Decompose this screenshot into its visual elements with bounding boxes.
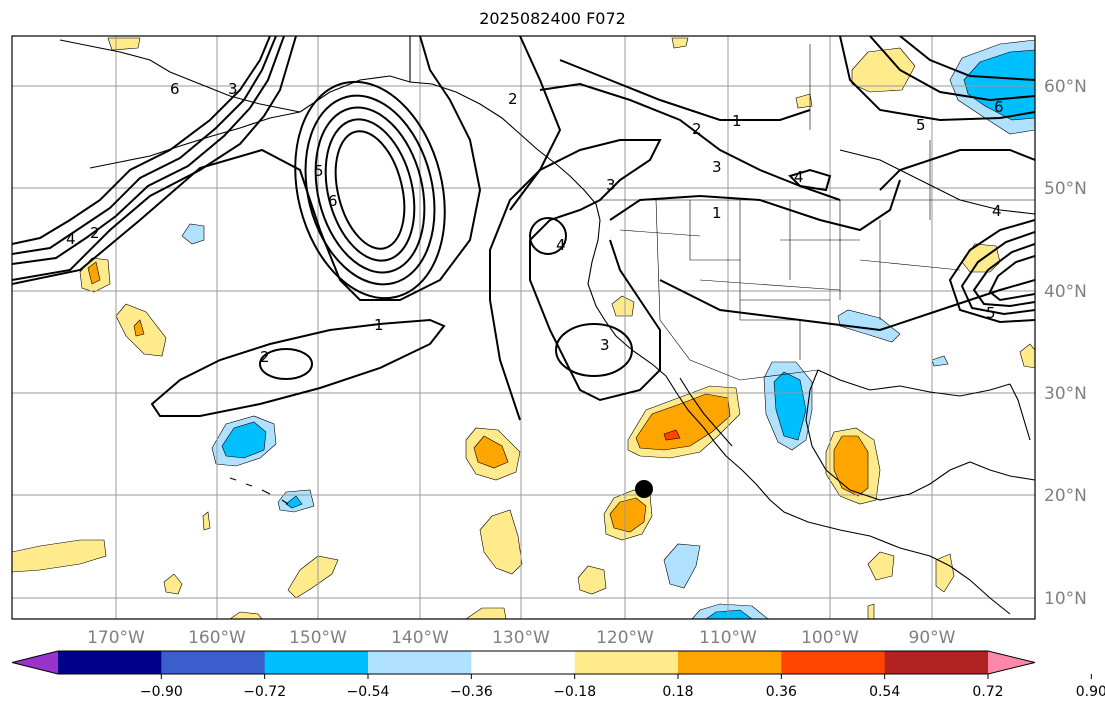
contour-label: 2 [260,348,270,366]
contour-label: 3 [712,158,722,176]
colorbar-tick-label: 0.18 [662,684,693,700]
colorbar-box [161,651,266,674]
contour-labels: 1 2 2 1 1 3 3 4 3 4 5 6 6 5 4 5 2 4 3 2 … [66,80,1004,366]
colorbar: −0.90 −0.72 −0.54 −0.36 −0.18 0.18 0.36 0.54 0.7… [11,650,1105,700]
colorbar-box [574,651,679,674]
political-borders [600,44,1035,381]
lat-label: 30°N [1044,384,1087,404]
colorbar-tick-label: 0.90 [1076,684,1105,700]
map-grid [12,36,1035,619]
map-frame [11,35,1036,620]
contour-label: 4 [992,202,1002,220]
colorbar-extend-max [988,651,1035,674]
colorbar-box [884,651,989,674]
colorbar-box [471,651,576,674]
anomaly-shading [12,37,1035,619]
contour-label: 6 [994,98,1004,116]
contour-label: 6 [328,192,338,210]
contour-label: 5 [314,162,324,180]
lat-labels: 60°N 50°N 40°N 30°N 20°N 10°N [1044,77,1087,609]
lat-label: 20°N [1044,486,1087,506]
contour-label: 3 [600,336,610,354]
contour-label: 1 [712,204,722,222]
colorbar-box [58,651,162,674]
colorbar-outline [11,650,1036,675]
colorbar-tick-label: −0.90 [140,684,183,700]
contour-label: 1 [732,112,742,130]
storm-marker[interactable] [635,480,653,498]
lon-label: 90°W [909,628,956,648]
map-title: 2025082400 F072 [479,9,626,28]
colorbar-extend-min [12,651,58,674]
lon-label: 110°W [699,628,757,648]
colorbar-box [678,651,782,674]
contour-label: 4 [556,236,566,254]
colorbar-tick-label: 0.72 [972,684,1003,700]
lon-label: 100°W [801,628,859,648]
contour-label: 3 [228,80,238,98]
colorbar-box [781,651,886,674]
contour-label: 2 [508,90,518,108]
lat-label: 40°N [1044,282,1087,302]
lat-label: 10°N [1044,589,1087,609]
colorbar-box [264,651,369,674]
contour-label: 6 [170,80,180,98]
contour-label: 4 [794,168,804,186]
contour-label: 1 [374,316,384,334]
colorbar-tick-label: −0.72 [243,684,286,700]
lat-label: 50°N [1044,179,1087,199]
contour-label: 5 [986,304,996,322]
contour-label: 2 [90,224,100,242]
contour-label: 4 [66,230,76,248]
colorbar-tick-label: 0.54 [869,684,900,700]
contour-label: 3 [606,176,616,194]
contour-label: 2 [692,120,702,138]
colorbar-tick-label: 0.36 [766,684,797,700]
lon-label: 140°W [391,628,449,648]
coastline [59,36,1035,615]
colorbar-tick-label: −0.18 [553,684,596,700]
lon-labels: 170°W 160°W 150°W 140°W 130°W 120°W 110°… [87,628,956,648]
lon-label: 150°W [289,628,347,648]
colorbar-box [368,651,472,674]
colorbar-tick-label: −0.36 [450,684,493,700]
lon-label: 170°W [87,628,145,648]
lon-label: 130°W [492,628,550,648]
colorbar-tick-label: −0.54 [347,684,390,700]
lon-label: 160°W [188,628,246,648]
contour-label: 5 [916,116,926,134]
lat-label: 60°N [1044,77,1087,97]
lon-label: 120°W [596,628,654,648]
contour-lines [12,36,1035,421]
